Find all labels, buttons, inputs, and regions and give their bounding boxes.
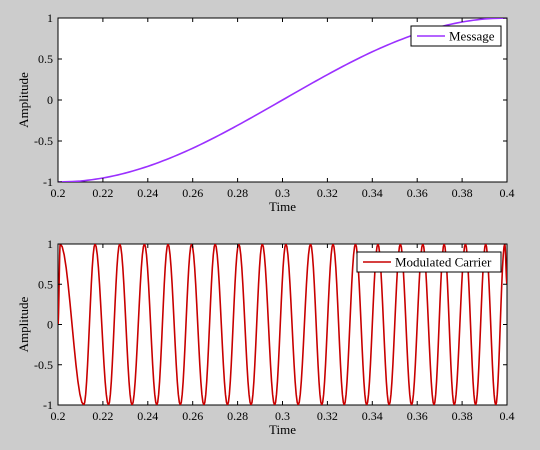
x-tick-label: 0.26	[182, 409, 203, 423]
x-tick-label: 0.2	[51, 409, 66, 423]
legend-label: Message	[449, 29, 495, 44]
series-line-0	[58, 244, 507, 405]
y-axis-label: Amplitude	[16, 72, 31, 128]
x-tick-label: 0.38	[452, 186, 473, 200]
x-tick-label: 0.24	[137, 186, 158, 200]
y-tick-label: 0	[47, 93, 53, 107]
x-tick-label: 0.3	[275, 409, 290, 423]
x-tick-label: 0.22	[92, 186, 113, 200]
message-plot: 0.2 0.22 0.24 0.26 0.28 0.3 0.32 0.34 0.36 0.38 0.…	[16, 11, 515, 214]
x-tick-label: 0.36	[407, 409, 428, 423]
y-tick-label: -1	[43, 175, 53, 189]
y-tick-label: -0.5	[34, 358, 53, 372]
x-tick-label: 0.32	[317, 186, 338, 200]
x-tick-label: 0.34	[362, 409, 383, 423]
x-tick-label: 0.26	[182, 186, 203, 200]
y-tick-label: 0.5	[38, 52, 53, 66]
modulated-carrier-plot: 0.2 0.22 0.24 0.26 0.28 0.3 0.32 0.34 0.36 0.38 0.…	[16, 237, 515, 437]
x-tick-label: 0.32	[317, 409, 338, 423]
x-tick-label: 0.24	[137, 409, 158, 423]
x-tick-label: 0.36	[407, 186, 428, 200]
legend: Modulated Carrier	[356, 251, 502, 273]
legend-box	[356, 251, 502, 273]
y-tick-label: 1	[47, 11, 53, 25]
y-tick-label: -1	[43, 398, 53, 412]
y-tick-label: 0.5	[38, 277, 53, 291]
x-tick-label: 0.4	[500, 186, 515, 200]
x-tick-label: 0.3	[275, 186, 290, 200]
x-axis-label: Time	[269, 199, 296, 214]
y-axis-label: Amplitude	[16, 296, 31, 352]
y-tick-label: 0	[47, 318, 53, 332]
x-tick-label: 0.38	[452, 409, 473, 423]
x-tick-label: 0.34	[362, 186, 383, 200]
y-tick-label: 1	[47, 237, 53, 251]
x-tick-label: 0.28	[227, 409, 248, 423]
x-tick-label: 0.2	[51, 186, 66, 200]
legend-box	[410, 25, 502, 47]
x-tick-label: 0.22	[92, 409, 113, 423]
x-tick-label: 0.4	[500, 409, 515, 423]
y-tick-label: -0.5	[34, 134, 53, 148]
legend-label: Modulated Carrier	[395, 255, 492, 270]
legend: Message	[410, 25, 502, 47]
x-axis-label: Time	[269, 422, 296, 437]
x-tick-label: 0.28	[227, 186, 248, 200]
